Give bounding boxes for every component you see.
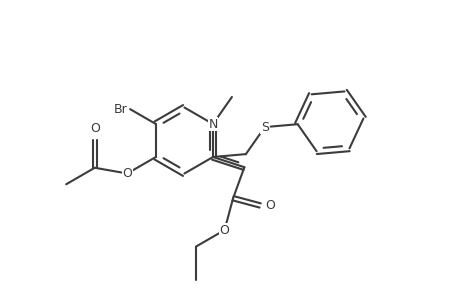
Text: N: N (208, 118, 217, 130)
Text: O: O (265, 199, 274, 212)
Text: O: O (219, 224, 229, 237)
Text: O: O (122, 167, 132, 180)
Text: Br: Br (113, 103, 127, 116)
Text: O: O (90, 122, 100, 135)
Text: S: S (260, 121, 268, 134)
